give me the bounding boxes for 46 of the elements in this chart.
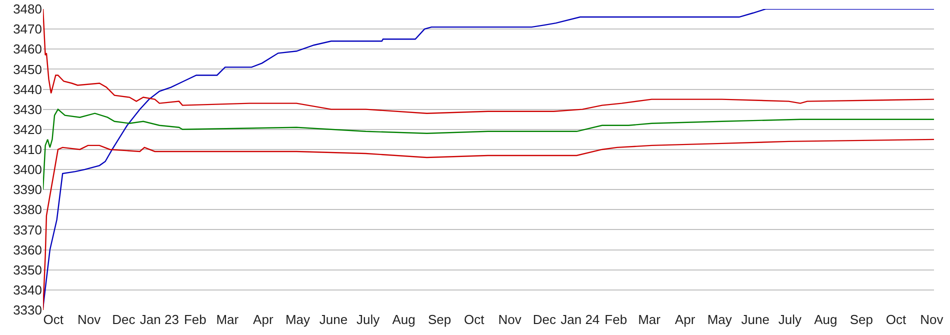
y-tick-label: 3340: [13, 282, 42, 298]
x-tick-label: June: [319, 312, 348, 327]
y-tick-label: 3460: [13, 42, 42, 57]
y-tick-label: 3360: [13, 242, 42, 258]
x-tick-label: Aug: [392, 312, 416, 327]
y-tick-label: 3420: [13, 122, 42, 137]
y-tick-label: 3350: [13, 262, 42, 278]
x-tick-label: Feb: [604, 312, 628, 327]
x-tick-label: Mar: [216, 312, 240, 327]
x-tick-label: Oct: [886, 312, 906, 327]
x-tick-label: Mar: [638, 312, 662, 327]
x-tick-label: Aug: [814, 312, 838, 327]
x-tick-label: Nov: [920, 312, 944, 327]
x-tick-label: Apr: [253, 312, 274, 327]
x-tick-label: Jan 24: [560, 312, 600, 327]
y-tick-label: 3380: [13, 202, 42, 218]
x-tick-label: May: [707, 312, 732, 327]
x-tick-label: Sep: [428, 312, 452, 327]
y-tick-label: 3370: [13, 222, 42, 238]
line-series: [43, 9, 934, 309]
line-series: [43, 138, 934, 310]
x-tick-label: Dec: [112, 312, 136, 327]
x-tick-label: Dec: [532, 312, 556, 327]
y-tick-label: 3330: [13, 302, 42, 318]
line-series: [43, 9, 934, 114]
line-series: [43, 108, 934, 190]
y-tick-label: 3390: [13, 182, 42, 198]
x-tick-label: Oct: [43, 312, 64, 327]
x-tick-label: July: [356, 312, 380, 327]
y-tick-label: 3400: [13, 162, 42, 178]
x-tick-label: June: [741, 312, 770, 327]
y-tick-label: 3450: [13, 62, 42, 77]
x-tick-label: Feb: [184, 312, 206, 327]
x-tick-label: May: [285, 312, 311, 327]
x-tick-label: Jan 23: [140, 312, 179, 327]
y-tick-label: 3470: [13, 22, 42, 37]
y-tick-label: 3410: [13, 142, 42, 158]
y-tick-label: 3440: [13, 82, 42, 97]
x-tick-label: Nov: [498, 312, 522, 327]
x-tick-label: Apr: [674, 312, 696, 327]
x-tick-label: Oct: [464, 312, 485, 327]
x-tick-label: Sep: [850, 312, 873, 327]
y-tick-label: 3480: [13, 2, 42, 17]
x-tick-label: Nov: [78, 312, 102, 327]
x-tick-label: July: [778, 312, 802, 327]
y-tick-label: 3430: [13, 102, 42, 117]
